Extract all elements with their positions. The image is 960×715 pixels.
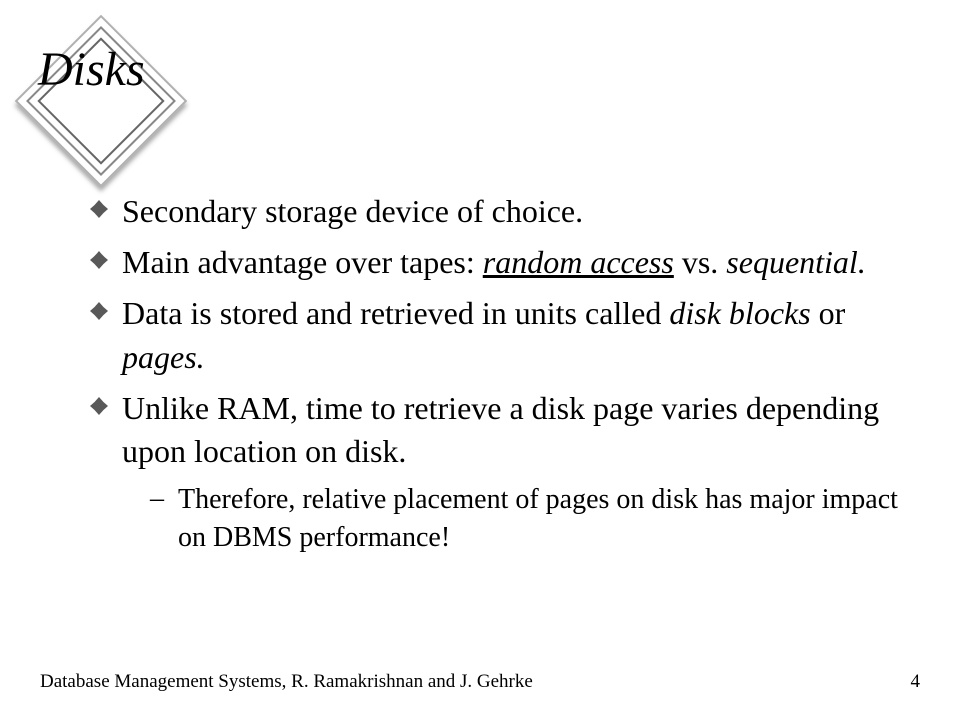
footer-page-number: 4 [911, 671, 921, 693]
bullet-text: Main advantage over tapes: random access… [122, 241, 910, 284]
sub-bullet-item: –Therefore, relative placement of pages … [150, 481, 910, 557]
title-diamond-ornament [6, 6, 196, 196]
text-run: Secondary storage device of choice. [122, 193, 583, 229]
text-run: vs. [674, 244, 726, 280]
text-run: disk blocks [669, 295, 810, 331]
bullet-item: Main advantage over tapes: random access… [90, 241, 910, 284]
text-run: sequential. [726, 244, 866, 280]
text-run: random access [483, 244, 674, 280]
text-run: pages. [122, 339, 205, 375]
text-run: or [811, 295, 846, 331]
bullet-item: Unlike RAM, time to retrieve a disk page… [90, 387, 910, 473]
slide-body: Secondary storage device of choice. Main … [90, 190, 910, 557]
diamond-outer [15, 15, 188, 188]
footer-source: Database Management Systems, R. Ramakris… [40, 671, 533, 693]
text-run: Therefore, relative placement of pages o… [178, 484, 898, 553]
bullet-item: Data is stored and retrieved in units ca… [90, 292, 910, 378]
bullet-text: Unlike RAM, time to retrieve a disk page… [122, 387, 910, 473]
text-run: Main advantage over tapes: [122, 244, 483, 280]
bullet-diamond-icon [90, 302, 108, 320]
bullet-diamond-icon [90, 251, 108, 269]
text-run: Unlike RAM, time to retrieve a disk page… [122, 390, 879, 469]
slide-title: Disks [38, 42, 145, 97]
sub-bullet-dash-icon: – [150, 483, 164, 515]
sub-bullet-text: Therefore, relative placement of pages o… [178, 481, 910, 557]
bullet-item: Secondary storage device of choice. [90, 190, 910, 233]
text-run: Data is stored and retrieved in units ca… [122, 295, 669, 331]
bullet-diamond-icon [90, 200, 108, 218]
bullet-text: Secondary storage device of choice. [122, 190, 910, 233]
bullet-text: Data is stored and retrieved in units ca… [122, 292, 910, 378]
bullet-diamond-icon [90, 397, 108, 415]
slide-footer: Database Management Systems, R. Ramakris… [40, 671, 920, 693]
